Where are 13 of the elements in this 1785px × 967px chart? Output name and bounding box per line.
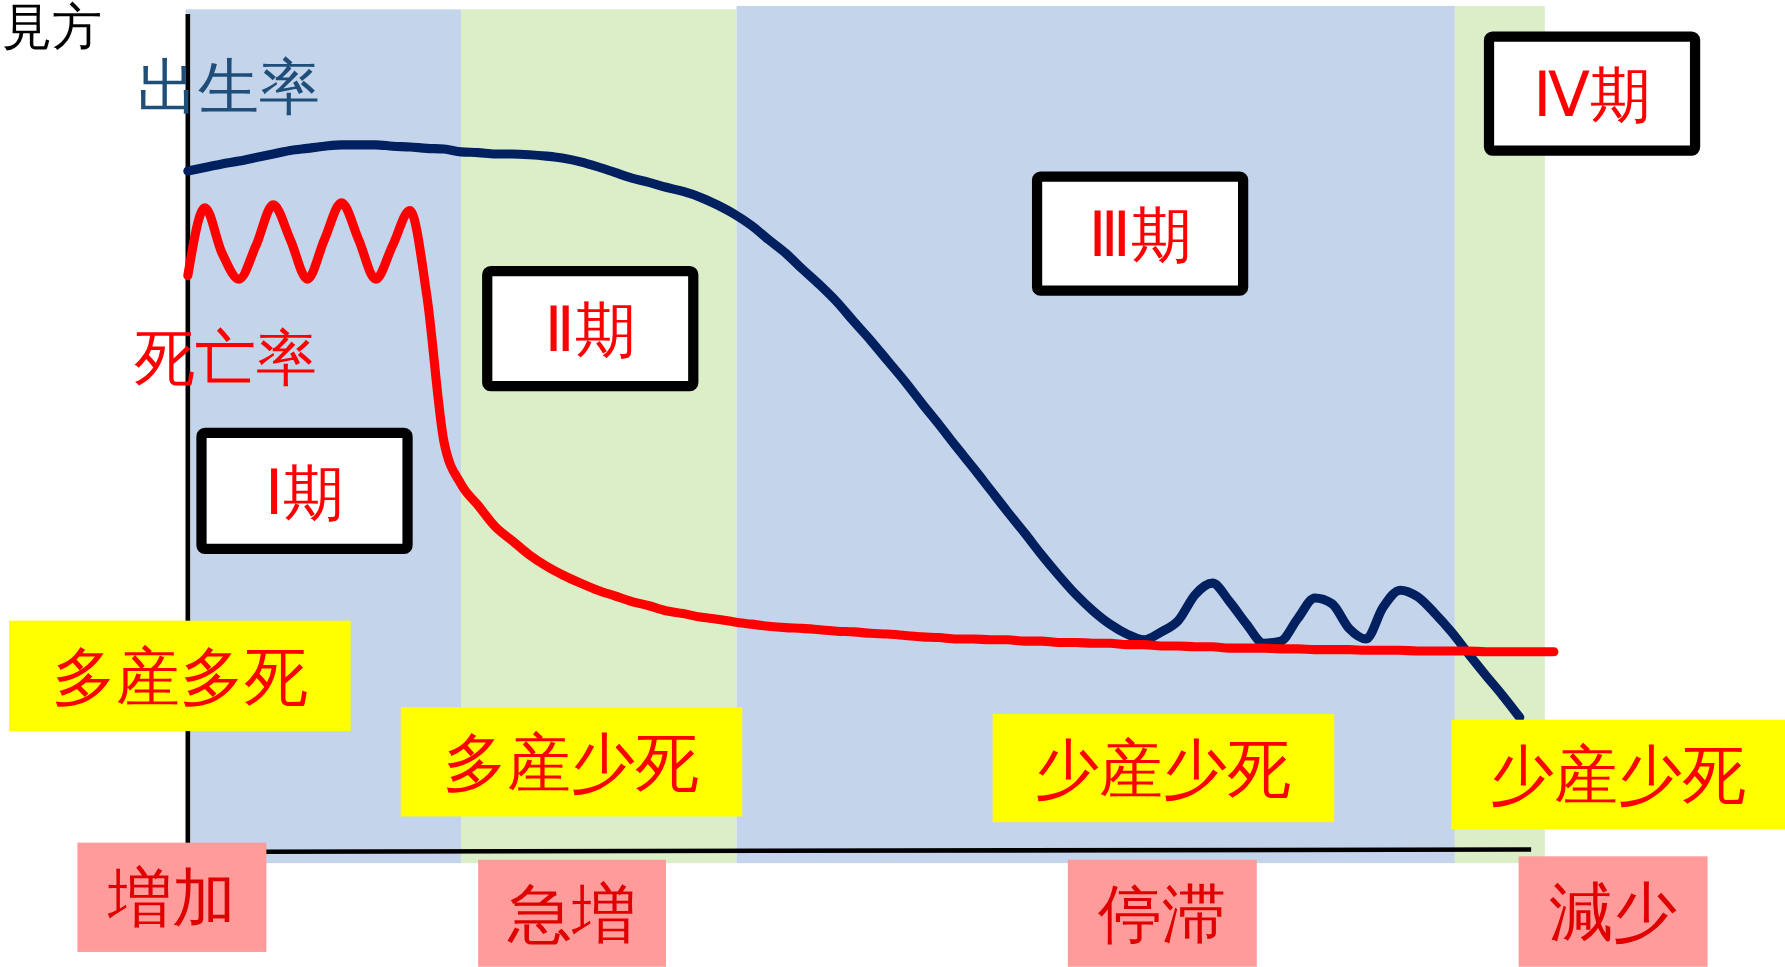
text: 急増 (507, 877, 637, 952)
chart-title: 見方 (2, 0, 103, 56)
text: 停滞 (1098, 877, 1227, 952)
text: Ⅳ期 (1533, 59, 1651, 131)
annotation: Ⅲ期 (1088, 199, 1192, 271)
annotation: 多産多死 (51, 639, 308, 714)
text: 減少 (1549, 875, 1678, 950)
annotation: 多産少死 (443, 725, 700, 800)
annotation: Ⅰ期 (264, 456, 345, 528)
annotation: 少産少死 (1035, 731, 1292, 806)
annotation: Ⅱ期 (544, 294, 636, 366)
annotation: 少産少死 (1490, 738, 1747, 813)
text: 増加 (106, 861, 236, 936)
